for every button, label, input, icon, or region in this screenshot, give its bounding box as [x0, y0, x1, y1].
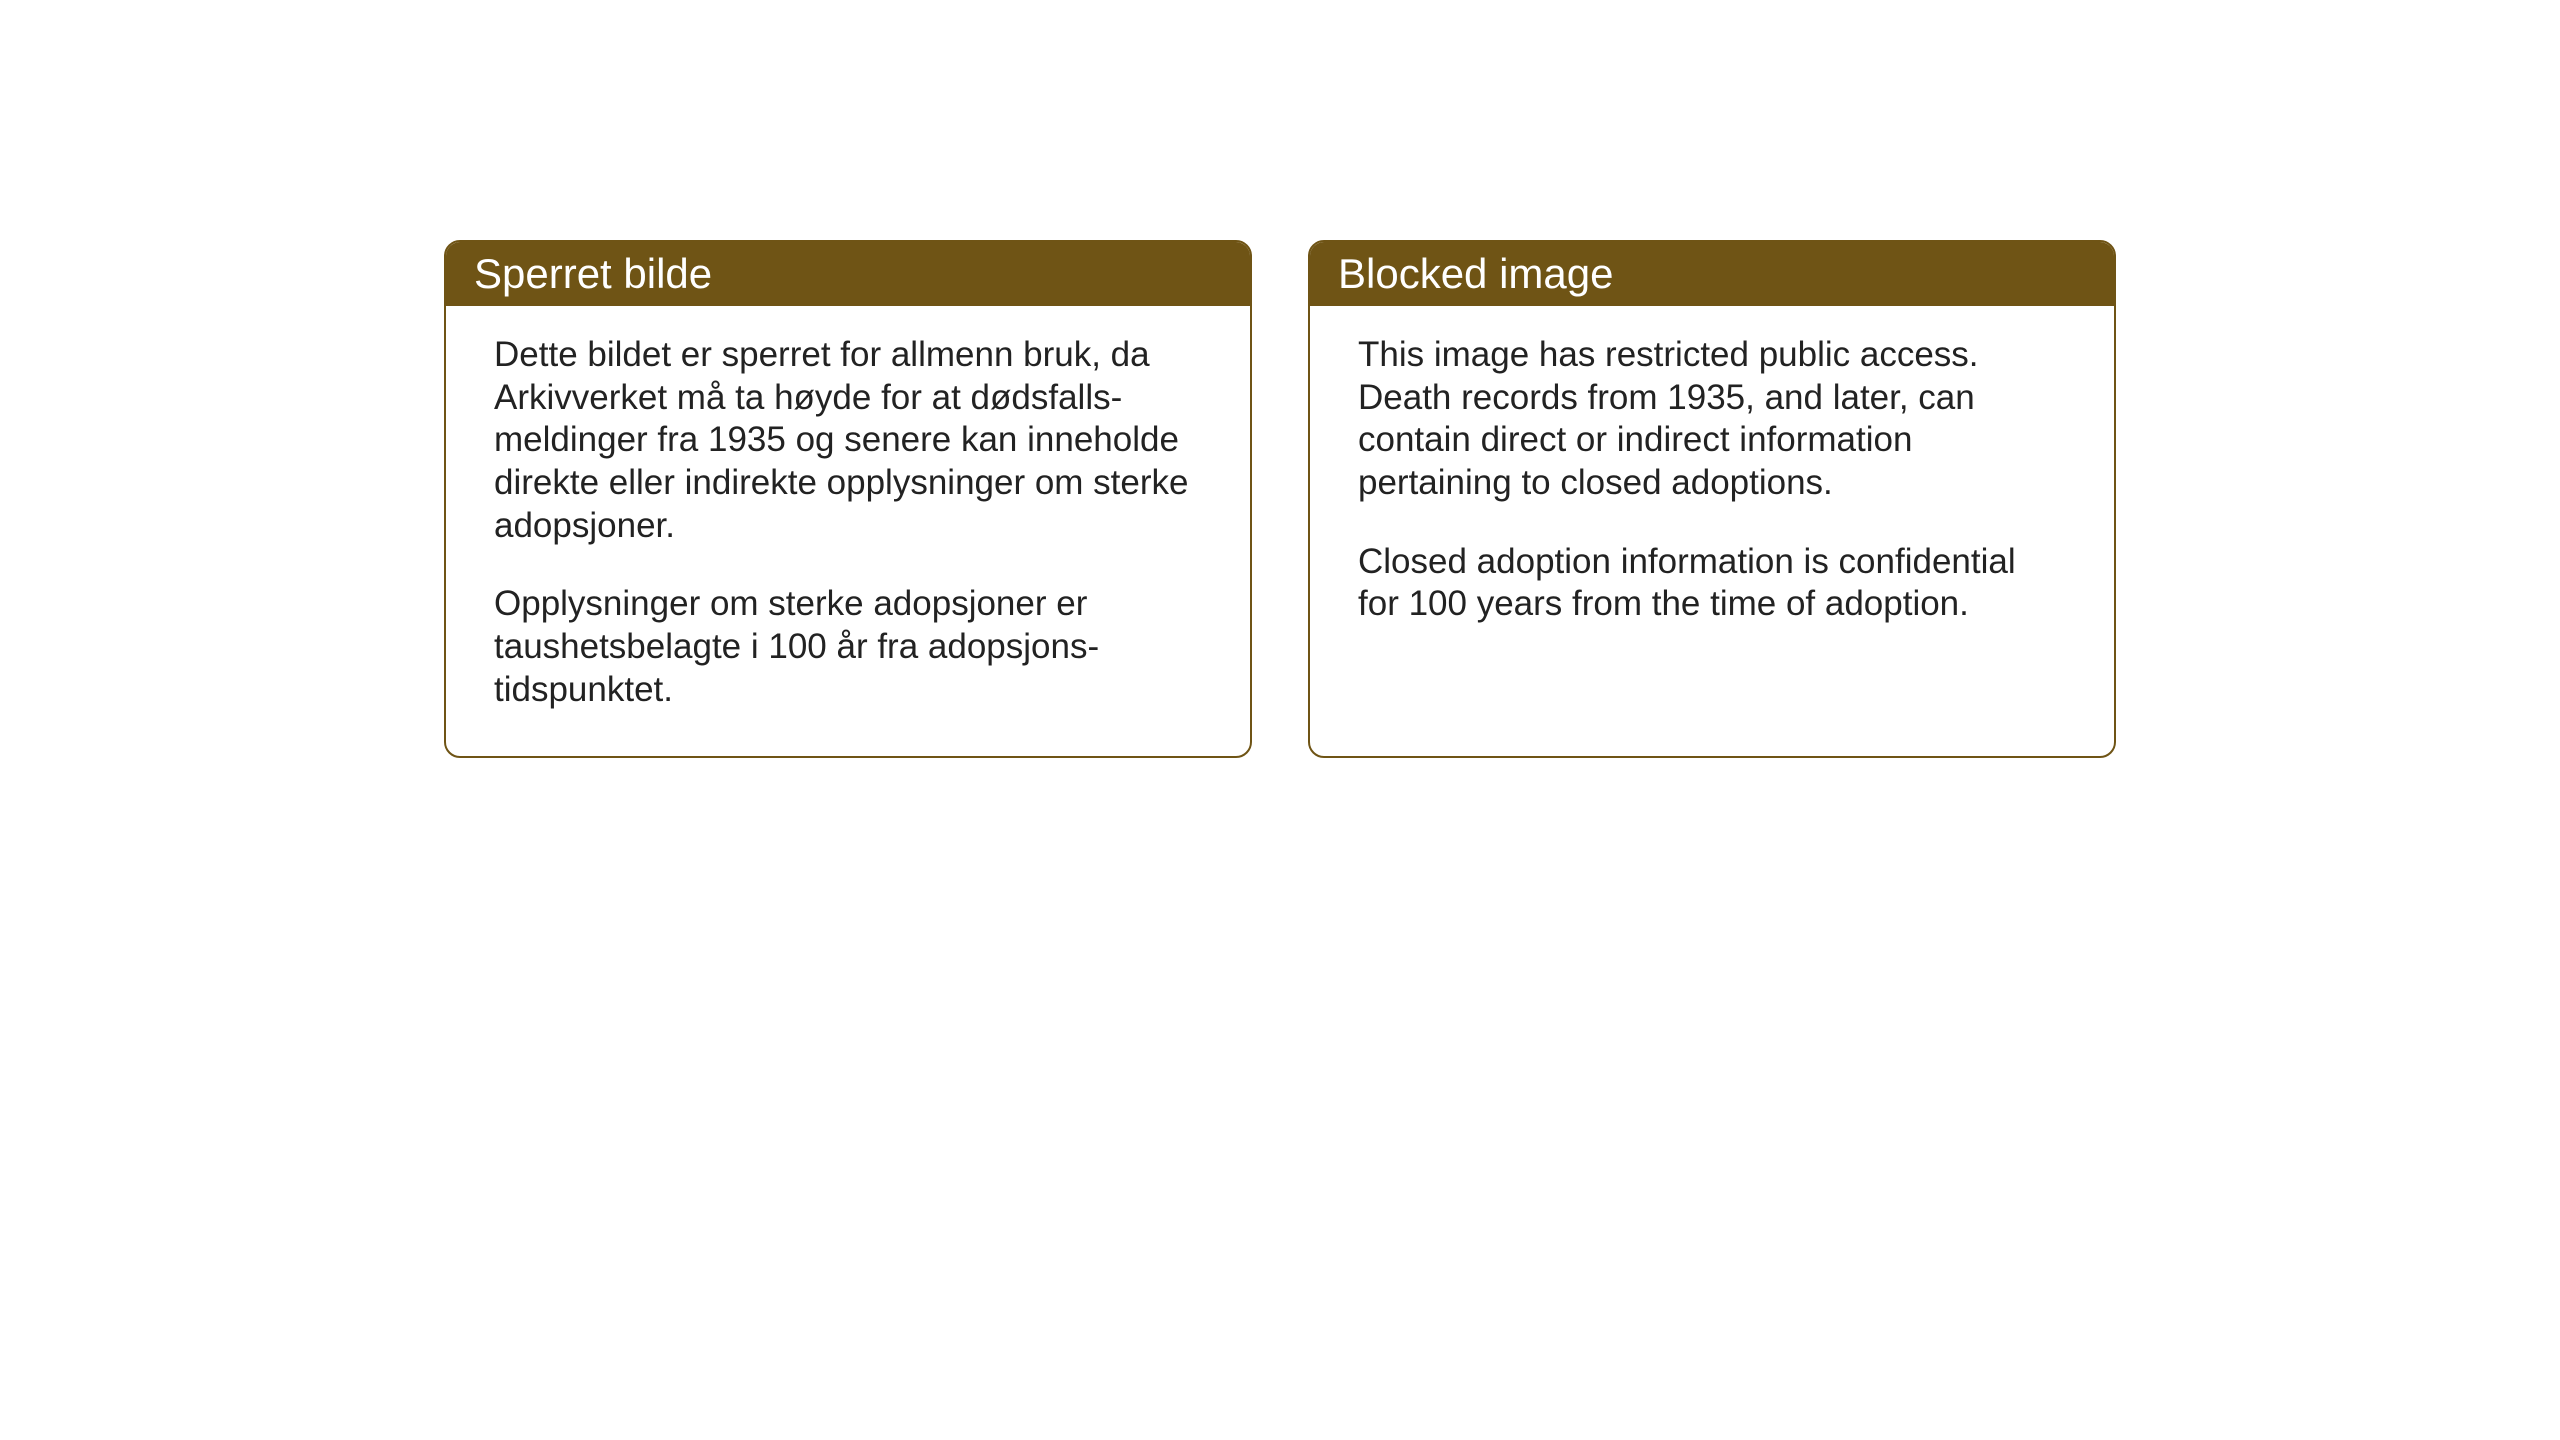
norwegian-paragraph-1: Dette bildet er sperret for allmenn bruk… — [494, 334, 1202, 547]
english-paragraph-1: This image has restricted public access.… — [1358, 334, 2066, 505]
norwegian-paragraph-2: Opplysninger om sterke adopsjoner er tau… — [494, 583, 1202, 711]
english-paragraph-2: Closed adoption information is confident… — [1358, 541, 2066, 626]
notice-container: Sperret bilde Dette bildet er sperret fo… — [444, 240, 2116, 758]
norwegian-card-body: Dette bildet er sperret for allmenn bruk… — [446, 306, 1250, 756]
english-card-title: Blocked image — [1310, 242, 2114, 306]
norwegian-notice-card: Sperret bilde Dette bildet er sperret fo… — [444, 240, 1252, 758]
english-notice-card: Blocked image This image has restricted … — [1308, 240, 2116, 758]
norwegian-card-title: Sperret bilde — [446, 242, 1250, 306]
english-card-body: This image has restricted public access.… — [1310, 306, 2114, 670]
